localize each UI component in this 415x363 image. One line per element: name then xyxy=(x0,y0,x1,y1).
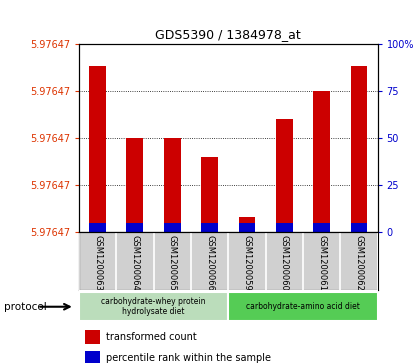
Bar xyxy=(228,292,378,322)
Bar xyxy=(127,223,143,232)
Text: transformed count: transformed count xyxy=(106,332,196,342)
Text: GSM1200066: GSM1200066 xyxy=(205,235,214,291)
Bar xyxy=(85,351,100,363)
Bar xyxy=(239,223,255,232)
Text: protocol: protocol xyxy=(4,302,47,312)
Text: GSM1200060: GSM1200060 xyxy=(280,235,289,291)
Bar xyxy=(164,223,181,232)
Bar xyxy=(313,91,330,232)
Bar xyxy=(164,138,181,232)
Bar xyxy=(351,223,367,232)
Text: GSM1200059: GSM1200059 xyxy=(242,235,251,291)
Bar xyxy=(89,66,106,232)
Text: carbohydrate-amino acid diet: carbohydrate-amino acid diet xyxy=(246,302,360,311)
Bar xyxy=(276,119,293,232)
Bar xyxy=(89,223,106,232)
Bar xyxy=(79,292,228,322)
Bar xyxy=(127,138,143,232)
Text: GSM1200063: GSM1200063 xyxy=(93,235,102,291)
Title: GDS5390 / 1384978_at: GDS5390 / 1384978_at xyxy=(155,28,301,41)
Bar xyxy=(201,223,218,232)
Text: GSM1200064: GSM1200064 xyxy=(130,235,139,291)
Bar xyxy=(351,66,367,232)
Text: percentile rank within the sample: percentile rank within the sample xyxy=(106,354,271,363)
Text: GSM1200061: GSM1200061 xyxy=(317,235,326,291)
Bar xyxy=(276,223,293,232)
Bar xyxy=(85,330,100,344)
Text: GSM1200062: GSM1200062 xyxy=(354,235,364,291)
Text: GSM1200065: GSM1200065 xyxy=(168,235,177,291)
Bar xyxy=(239,217,255,232)
Text: carbohydrate-whey protein
hydrolysate diet: carbohydrate-whey protein hydrolysate di… xyxy=(101,297,206,317)
Bar xyxy=(313,223,330,232)
Bar xyxy=(201,157,218,232)
